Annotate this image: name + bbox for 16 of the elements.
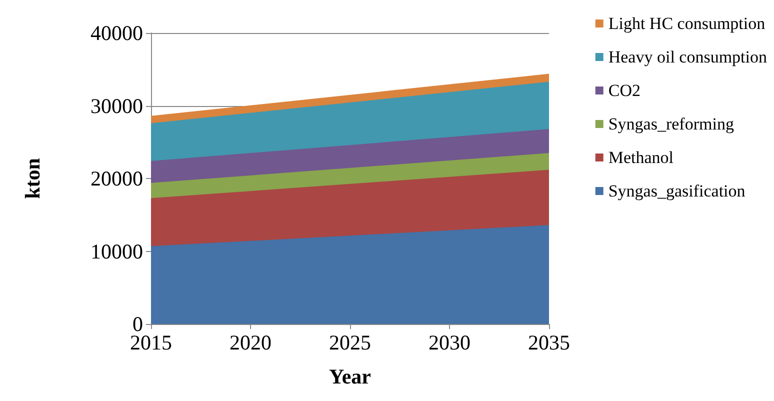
legend-label: CO2 — [608, 81, 640, 100]
x-tick-label: 2030 — [428, 330, 470, 354]
y-tick-label: 30000 — [90, 94, 143, 118]
legend-label: Syngas_gasification — [608, 182, 746, 200]
y-tick-label: 20000 — [90, 166, 143, 190]
y-tick-label: 40000 — [90, 21, 143, 45]
x-tick-label: 2020 — [230, 330, 272, 354]
x-axis-title: Year — [329, 364, 371, 388]
x-tick-label: 2035 — [528, 330, 570, 354]
x-tick-label: 2025 — [329, 330, 371, 354]
y-axis-title: kton — [20, 158, 44, 199]
legend-label: Methanol — [608, 148, 674, 167]
legend-label: Light HC consumption — [608, 14, 766, 33]
legend-label: Syngas_reforming — [608, 114, 734, 134]
y-tick-label: 10000 — [90, 239, 143, 264]
legend-label: Heavy oil consumption — [608, 48, 768, 66]
